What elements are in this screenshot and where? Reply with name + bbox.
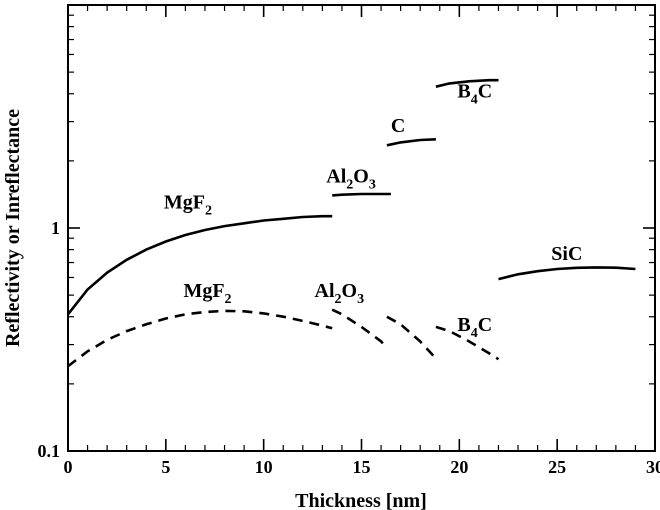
- annotation-text: O: [353, 165, 369, 187]
- dashed-series-line-6: [67, 309, 333, 368]
- annotation-subscript: 3: [369, 177, 376, 192]
- annotation-text: C: [478, 80, 492, 102]
- annotation-subscript: 2: [225, 292, 232, 307]
- annotation-text: B: [457, 80, 470, 102]
- solid-series-line-2: [332, 192, 391, 197]
- annotation-text: Al: [315, 280, 335, 302]
- annotation-text: Al: [326, 165, 346, 187]
- annotation-subscript: 2: [335, 292, 342, 307]
- data-series: [66, 78, 636, 368]
- annotation-subscript: 2: [346, 177, 353, 192]
- x-tick-label: 0: [64, 457, 73, 477]
- axis-ticks: [67, 4, 656, 452]
- y-axis-title: Reflectivity or Inreflectance: [2, 109, 24, 347]
- annotation-c-solid: C: [391, 115, 405, 137]
- annotation-b4c-solid: B4C: [457, 80, 492, 107]
- annotation-al2o3-solid: Al2O3: [326, 165, 376, 192]
- dashed-series-line-9: [435, 325, 500, 361]
- annotation-text: MgF: [183, 280, 224, 302]
- x-tick-label: 10: [255, 457, 273, 477]
- x-tick-label: 20: [450, 457, 468, 477]
- annotation-text: MgF: [164, 192, 205, 214]
- annotation-subscript: 4: [471, 92, 478, 107]
- y-tick-label: 1: [51, 218, 60, 238]
- dashed-series-line-7: [331, 308, 388, 349]
- x-tick-label: 25: [548, 457, 566, 477]
- annotation-mgf2-solid: MgF2: [164, 192, 212, 219]
- annotation-text: SiC: [551, 243, 582, 265]
- axis-tick-labels: 0 5 10 15 20 25 30 0.1 1: [38, 218, 660, 477]
- annotation-b4c-dashed: B4C: [457, 314, 492, 341]
- plot-frame: [67, 4, 656, 452]
- annotation-subscript: 3: [357, 292, 364, 307]
- annotation-al2o3-dashed: Al2O3: [315, 280, 365, 307]
- solid-series-line-5: [498, 266, 636, 281]
- annotation-text: O: [342, 280, 358, 302]
- x-axis-title: Thickness [nm]: [295, 490, 427, 510]
- x-tick-label: 5: [161, 457, 170, 477]
- annotation-text: B: [457, 314, 470, 336]
- dashed-series-line-8: [386, 315, 437, 360]
- solid-series-line-1: [66, 214, 333, 316]
- annotation-sic-solid: SiC: [551, 243, 582, 265]
- annotation-subscript: 2: [205, 204, 212, 219]
- annotation-text: C: [478, 314, 492, 336]
- annotation-subscript: 4: [471, 326, 478, 341]
- x-tick-label: 30: [646, 457, 660, 477]
- y-tick-label: 0.1: [38, 441, 61, 461]
- solid-series-line-3: [386, 138, 436, 147]
- solid-series-line-4: [435, 78, 499, 88]
- annotation-mgf2-dashed: MgF2: [183, 280, 231, 307]
- annotation-text: C: [391, 115, 405, 137]
- x-tick-label: 15: [353, 457, 371, 477]
